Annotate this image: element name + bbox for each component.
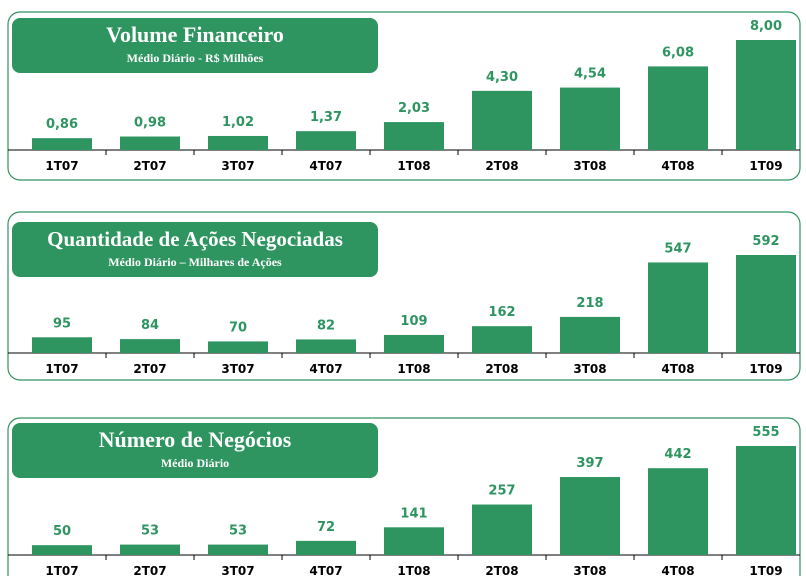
value-label: 141 (400, 506, 427, 521)
chart-title: Volume Financeiro (106, 22, 284, 47)
category-label: 3T08 (573, 564, 606, 576)
category-label: 4T08 (661, 564, 694, 576)
bar (120, 136, 180, 150)
value-label: 50 (53, 524, 71, 539)
category-label: 4T07 (309, 564, 342, 576)
value-label: 0,86 (46, 117, 78, 132)
bar (32, 138, 92, 150)
bar (736, 40, 796, 150)
bar (120, 339, 180, 353)
category-label: 1T09 (749, 564, 782, 576)
value-label: 162 (488, 305, 515, 320)
title-box (12, 423, 378, 478)
bar (560, 316, 620, 353)
value-label: 442 (664, 447, 691, 462)
category-label: 3T07 (221, 564, 254, 576)
category-label: 4T08 (661, 362, 694, 376)
value-label: 397 (576, 456, 603, 471)
category-label: 2T07 (133, 564, 166, 576)
value-label: 82 (317, 318, 335, 333)
bar (208, 341, 268, 353)
panel-border (7, 417, 801, 576)
category-label: 2T07 (133, 362, 166, 376)
bar (296, 540, 356, 555)
value-label: 0,98 (134, 116, 166, 131)
chart-subtitle: Médio Diário – Milhares de Ações (108, 255, 282, 269)
category-label: 1T08 (397, 159, 430, 173)
category-label: 2T08 (485, 564, 518, 576)
panel-border (7, 211, 801, 381)
bar (736, 446, 796, 555)
value-label: 1,37 (310, 110, 342, 125)
value-label: 257 (488, 484, 515, 499)
category-label: 4T07 (309, 362, 342, 376)
value-label: 6,08 (662, 45, 694, 60)
category-label: 3T08 (573, 159, 606, 173)
bar (472, 326, 532, 353)
chart-subtitle: Médio Diário - R$ Milhões (127, 51, 264, 65)
bar (32, 545, 92, 555)
bar (296, 339, 356, 353)
value-label: 109 (400, 314, 427, 329)
value-label: 84 (141, 318, 159, 333)
chart-title: Número de Negócios (99, 427, 292, 452)
category-label: 2T07 (133, 159, 166, 173)
category-label: 1T07 (45, 159, 78, 173)
value-label: 218 (576, 296, 603, 311)
category-label: 1T07 (45, 362, 78, 376)
value-label: 2,03 (398, 101, 430, 116)
value-label: 72 (317, 520, 335, 535)
category-label: 1T07 (45, 564, 78, 576)
category-label: 4T07 (309, 159, 342, 173)
category-label: 1T08 (397, 564, 430, 576)
bar (472, 504, 532, 555)
bar (648, 262, 708, 353)
category-label: 1T09 (749, 362, 782, 376)
category-label: 3T07 (221, 159, 254, 173)
bar (208, 135, 268, 150)
value-label: 555 (752, 425, 779, 440)
title-box (12, 222, 378, 277)
chart-title: Quantidade de Ações Negociadas (47, 227, 343, 251)
value-label: 53 (141, 524, 159, 539)
bar (560, 87, 620, 150)
category-label: 1T09 (749, 159, 782, 173)
bar (648, 66, 708, 150)
value-label: 95 (53, 316, 71, 331)
value-label: 70 (229, 320, 247, 335)
value-label: 8,00 (750, 19, 782, 34)
category-label: 2T08 (485, 159, 518, 173)
title-box (12, 18, 378, 73)
bar (296, 131, 356, 150)
category-label: 2T08 (485, 362, 518, 376)
category-label: 3T07 (221, 362, 254, 376)
value-label: 4,54 (574, 67, 606, 82)
bar (120, 544, 180, 555)
value-label: 547 (664, 241, 691, 256)
bar (208, 544, 268, 555)
category-label: 3T08 (573, 362, 606, 376)
bar (560, 477, 620, 555)
bar (472, 90, 532, 150)
chart-subtitle: Médio Diário (161, 456, 229, 470)
value-label: 4,30 (486, 70, 518, 85)
category-label: 4T08 (661, 159, 694, 173)
bar (384, 527, 444, 555)
bar (384, 334, 444, 353)
category-label: 1T08 (397, 362, 430, 376)
bar (32, 337, 92, 353)
panel-border (7, 11, 801, 181)
value-label: 53 (229, 524, 247, 539)
value-label: 1,02 (222, 115, 254, 130)
bar (648, 468, 708, 555)
value-label: 592 (752, 234, 779, 249)
bar (384, 122, 444, 150)
bar (736, 255, 796, 353)
